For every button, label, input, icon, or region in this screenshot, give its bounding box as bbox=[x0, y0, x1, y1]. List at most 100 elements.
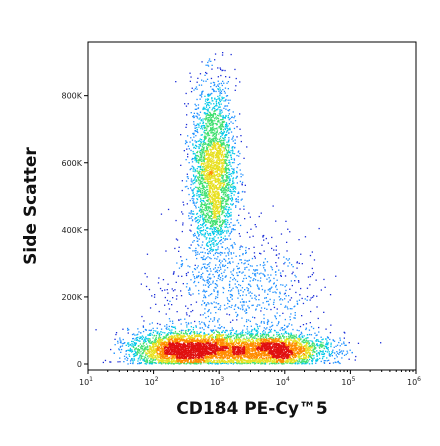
data-point bbox=[229, 277, 232, 279]
data-point bbox=[150, 348, 152, 350]
data-point bbox=[255, 329, 257, 331]
data-point bbox=[215, 161, 217, 163]
data-point bbox=[200, 334, 202, 337]
data-point bbox=[298, 330, 300, 332]
data-point bbox=[346, 350, 348, 352]
data-point bbox=[201, 93, 203, 95]
data-point bbox=[205, 194, 207, 196]
data-point bbox=[205, 215, 207, 217]
data-point bbox=[176, 295, 178, 297]
data-point bbox=[235, 205, 237, 207]
data-point bbox=[219, 264, 221, 266]
data-point bbox=[203, 194, 205, 196]
data-point bbox=[339, 345, 341, 347]
data-point bbox=[223, 182, 225, 184]
data-point bbox=[225, 223, 227, 225]
data-point bbox=[216, 171, 218, 173]
data-point bbox=[196, 201, 198, 203]
data-point bbox=[171, 325, 173, 328]
data-point bbox=[218, 210, 220, 212]
data-point bbox=[178, 363, 180, 365]
data-point bbox=[257, 331, 259, 333]
data-point bbox=[221, 182, 223, 184]
data-point bbox=[337, 352, 339, 354]
data-point bbox=[215, 137, 217, 139]
data-point bbox=[234, 359, 236, 361]
data-point bbox=[139, 355, 141, 357]
data-point bbox=[195, 363, 198, 365]
data-point bbox=[227, 262, 229, 264]
data-point bbox=[262, 337, 264, 339]
data-point bbox=[274, 316, 277, 318]
data-point bbox=[204, 219, 207, 221]
data-point bbox=[213, 319, 215, 321]
data-point bbox=[134, 348, 136, 351]
data-point bbox=[303, 358, 305, 360]
data-point bbox=[201, 207, 204, 209]
data-point bbox=[186, 176, 188, 178]
data-point bbox=[207, 252, 209, 254]
data-point bbox=[195, 207, 197, 209]
data-point bbox=[136, 338, 138, 341]
data-point bbox=[187, 265, 189, 267]
data-point bbox=[207, 276, 209, 278]
data-point bbox=[326, 344, 329, 346]
data-point bbox=[197, 281, 200, 284]
data-point bbox=[211, 336, 213, 338]
data-point bbox=[243, 304, 245, 306]
data-point bbox=[229, 161, 231, 163]
data-point bbox=[154, 341, 157, 343]
data-point bbox=[210, 138, 212, 141]
data-point bbox=[172, 337, 175, 339]
data-point bbox=[188, 215, 190, 217]
data-point bbox=[214, 359, 216, 362]
data-point bbox=[215, 264, 217, 266]
data-point bbox=[317, 358, 319, 361]
data-point bbox=[227, 226, 229, 229]
data-point bbox=[204, 132, 206, 134]
data-point bbox=[215, 205, 218, 207]
data-point bbox=[171, 337, 173, 339]
data-point bbox=[226, 175, 228, 177]
data-point bbox=[321, 339, 323, 341]
data-point bbox=[213, 183, 215, 186]
data-point bbox=[174, 247, 176, 250]
data-point bbox=[199, 190, 202, 192]
data-point bbox=[279, 315, 281, 317]
data-point bbox=[325, 347, 327, 349]
data-point bbox=[151, 360, 154, 362]
data-point bbox=[208, 145, 210, 147]
data-point bbox=[221, 213, 223, 216]
data-point bbox=[214, 236, 216, 238]
data-point bbox=[316, 343, 318, 345]
data-point bbox=[215, 136, 217, 139]
data-point bbox=[301, 335, 303, 337]
data-point bbox=[204, 137, 206, 139]
data-point bbox=[182, 329, 184, 332]
data-point bbox=[145, 363, 147, 365]
data-point bbox=[329, 355, 331, 357]
data-point bbox=[200, 233, 202, 235]
data-point bbox=[295, 362, 297, 364]
data-point bbox=[222, 137, 224, 139]
data-point bbox=[220, 230, 222, 232]
data-point bbox=[292, 271, 294, 273]
data-point bbox=[137, 333, 139, 335]
data-point bbox=[197, 161, 199, 163]
data-point bbox=[213, 185, 215, 188]
data-point bbox=[229, 286, 231, 289]
data-point bbox=[104, 359, 107, 362]
data-point bbox=[193, 363, 196, 365]
data-point bbox=[197, 232, 199, 235]
data-point bbox=[306, 337, 308, 339]
data-point bbox=[254, 294, 256, 296]
data-point bbox=[194, 169, 196, 171]
data-point bbox=[221, 111, 223, 113]
data-point bbox=[229, 164, 231, 166]
data-point bbox=[139, 359, 141, 361]
data-point bbox=[211, 361, 213, 363]
data-point bbox=[239, 169, 241, 171]
data-point bbox=[279, 337, 282, 339]
data-point bbox=[291, 360, 293, 363]
data-point bbox=[230, 211, 232, 214]
